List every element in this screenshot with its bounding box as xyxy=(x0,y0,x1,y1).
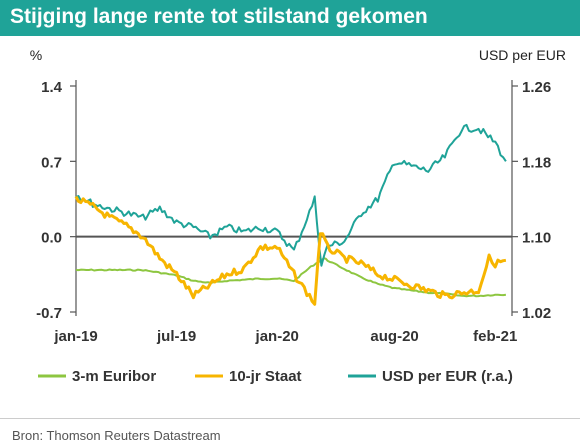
legend-staat-label: 10-jr Staat xyxy=(229,368,302,385)
y-right-tick-label: 1.10 xyxy=(522,230,551,247)
y-right-tick-label: 1.02 xyxy=(522,305,551,322)
source-note: Bron: Thomson Reuters Datastream xyxy=(12,428,221,443)
x-tick-label: aug-20 xyxy=(370,328,418,345)
y-left-tick-label: -0.7 xyxy=(36,305,62,322)
title-bar: Stijging lange rente tot stilstand gekom… xyxy=(0,0,580,36)
y-right-tick-label: 1.18 xyxy=(522,154,551,171)
legend-euribor-label: 3-m Euribor xyxy=(72,368,156,385)
y-left-unit: % xyxy=(30,47,42,63)
x-tick-label: feb-21 xyxy=(473,328,517,345)
legend-usd-label: USD per EUR (r.a.) xyxy=(382,368,513,385)
y-left-tick-label: 1.4 xyxy=(41,79,63,96)
series-line-usd xyxy=(75,123,507,267)
y-left-tick-label: 0.0 xyxy=(41,230,62,247)
x-tick-label: jan-20 xyxy=(255,328,299,345)
chart-title: Stijging lange rente tot stilstand gekom… xyxy=(10,5,428,28)
y-right-unit: USD per EUR xyxy=(479,47,566,63)
series-line-staat xyxy=(74,195,507,306)
divider xyxy=(0,418,580,419)
x-tick-label: jan-19 xyxy=(53,328,97,345)
x-tick-label: jul-19 xyxy=(156,328,196,345)
chart-area: % USD per EUR 1.4 0.7 0.0 -0.7 1.26 1.18 1.10 1.0… xyxy=(30,47,566,385)
y-left-tick-label: 0.7 xyxy=(41,154,62,171)
y-right-tick-label: 1.26 xyxy=(522,79,551,96)
